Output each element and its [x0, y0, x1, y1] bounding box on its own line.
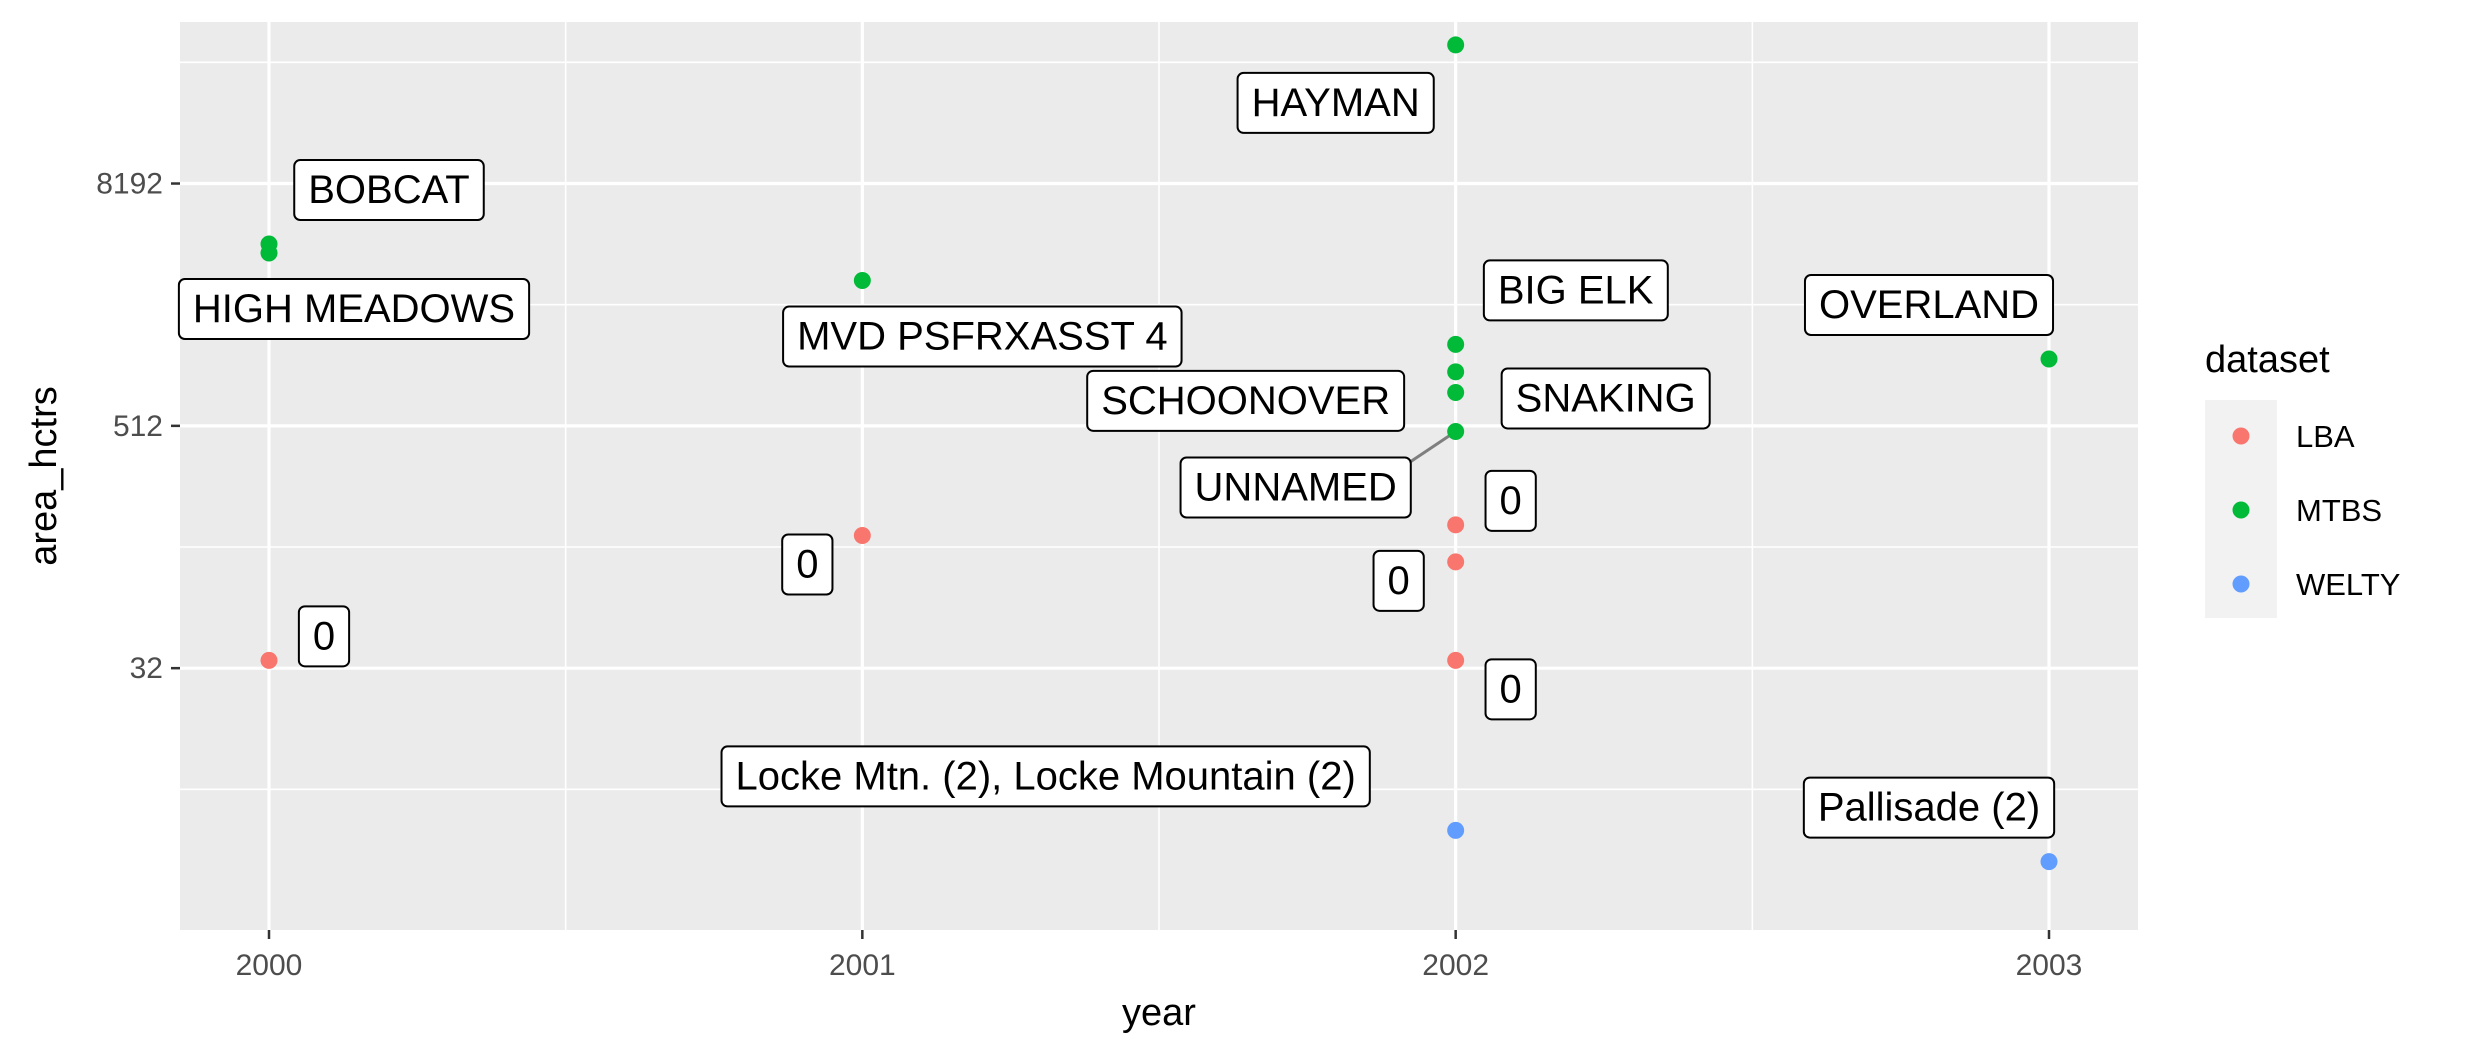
point-label-box: [1484, 469, 1537, 532]
point-label-box: [1802, 776, 2056, 839]
point-label-text: Locke Mtn. (2), Locke Mountain (2): [736, 754, 1356, 798]
point-label-text: 0: [1500, 479, 1522, 523]
point-label-box: [1236, 71, 1435, 134]
data-point-welty: [2040, 853, 2058, 871]
point-labels: 0 BOBCAT HIGH MEADOWS 0 MVD PSFRXASST 4 HAYMA…: [177, 71, 2056, 839]
legend-label-lba: LBA: [2296, 419, 2355, 454]
point-label-box: [1482, 259, 1669, 322]
data-point-lba: [1447, 553, 1465, 571]
y-tick-label: 8192: [96, 168, 163, 201]
point-label-box: [1803, 274, 2055, 337]
data-point-lba: [853, 527, 871, 545]
point-label-text: 0: [313, 614, 335, 658]
data-point-mtbs: [1447, 36, 1465, 54]
point-label-box: [177, 277, 531, 340]
point-label: HAYMAN: [1236, 71, 1435, 134]
legend-title: dataset: [2205, 339, 2330, 381]
legend-label-mtbs: MTBS: [2296, 493, 2382, 528]
point-label-box: [782, 305, 1183, 368]
point-label: OVERLAND: [1803, 274, 2055, 337]
point-label-box: [297, 605, 351, 668]
point-label: 0: [1484, 658, 1537, 721]
legend: dataset LBA MTBS WELTY: [2205, 339, 2401, 618]
point-label-text: 0: [796, 543, 818, 587]
point-label: Locke Mtn. (2), Locke Mountain (2): [720, 745, 1371, 808]
point-label-text: SCHOONOVER: [1101, 379, 1390, 423]
point-label-text: OVERLAND: [1819, 283, 2039, 327]
point-label-box: [1086, 369, 1406, 432]
data-point-mtbs: [853, 272, 871, 290]
point-label-text: 0: [1500, 667, 1522, 711]
x-axis-title: year: [1122, 992, 1196, 1034]
legend-key-welty: [2232, 575, 2250, 593]
label-leader-line: [1409, 430, 1457, 463]
point-label-box: [720, 745, 1371, 808]
data-point-mtbs: [1447, 335, 1465, 353]
data-point-mtbs: [1447, 363, 1465, 381]
point-label: BOBCAT: [293, 159, 485, 222]
x-tick-label: 2001: [829, 949, 896, 982]
point-label-text: Pallisade (2): [1818, 786, 2040, 830]
point-label: 0: [1484, 469, 1537, 532]
legend-key-mtbs: [2232, 501, 2250, 519]
point-label: 0: [297, 605, 351, 668]
y-tick-label: 512: [113, 410, 163, 443]
data-point-lba: [1447, 516, 1465, 534]
data-points: [260, 36, 2058, 871]
y-tick-label: 32: [130, 652, 163, 685]
x-tick-label: 2003: [2016, 949, 2083, 982]
data-point-lba: [1447, 651, 1465, 669]
point-label-text: BIG ELK: [1498, 268, 1654, 312]
data-point-welty: [1447, 821, 1465, 839]
point-label-text: SNAKING: [1516, 376, 1696, 420]
label-leader-lines: [1409, 430, 1457, 463]
point-label-box: [1500, 367, 1711, 430]
point-label: SNAKING: [1500, 367, 1711, 430]
x-tick-label: 2002: [1422, 949, 1489, 982]
data-point-mtbs: [260, 244, 278, 262]
point-label-box: [1484, 658, 1537, 721]
point-label-box: [781, 533, 834, 596]
data-point-mtbs: [2040, 350, 2058, 368]
point-label: Pallisade (2): [1802, 776, 2056, 839]
y-axis: 32 512 8192: [96, 168, 180, 685]
point-label-text: UNNAMED: [1195, 465, 1397, 509]
point-label-text: MVD PSFRXASST 4: [797, 315, 1167, 359]
point-label-text: BOBCAT: [308, 168, 470, 212]
data-point-mtbs: [1447, 383, 1465, 401]
legend-label-welty: WELTY: [2296, 567, 2401, 602]
point-label-text: HIGH MEADOWS: [193, 287, 515, 331]
x-axis: 2000 2001 2002 2003: [236, 930, 2083, 982]
point-label-text: HAYMAN: [1252, 81, 1420, 125]
point-label: 0: [1372, 549, 1425, 612]
point-label: UNNAMED: [1179, 456, 1412, 519]
point-label: 0: [781, 533, 834, 596]
point-label: BIG ELK: [1482, 259, 1669, 322]
point-label-text: 0: [1388, 559, 1410, 603]
data-point-lba: [260, 651, 278, 669]
legend-key-lba: [2232, 427, 2250, 445]
data-point-mtbs: [1447, 422, 1465, 440]
point-label-box: [1179, 456, 1412, 519]
point-label-box: [1372, 549, 1425, 612]
y-axis-title: area_hctrs: [23, 386, 65, 566]
point-label: SCHOONOVER: [1086, 369, 1406, 432]
x-tick-label: 2000: [236, 949, 303, 982]
point-label: MVD PSFRXASST 4: [782, 305, 1183, 368]
point-label-box: [293, 159, 485, 222]
point-label: HIGH MEADOWS: [177, 277, 531, 340]
